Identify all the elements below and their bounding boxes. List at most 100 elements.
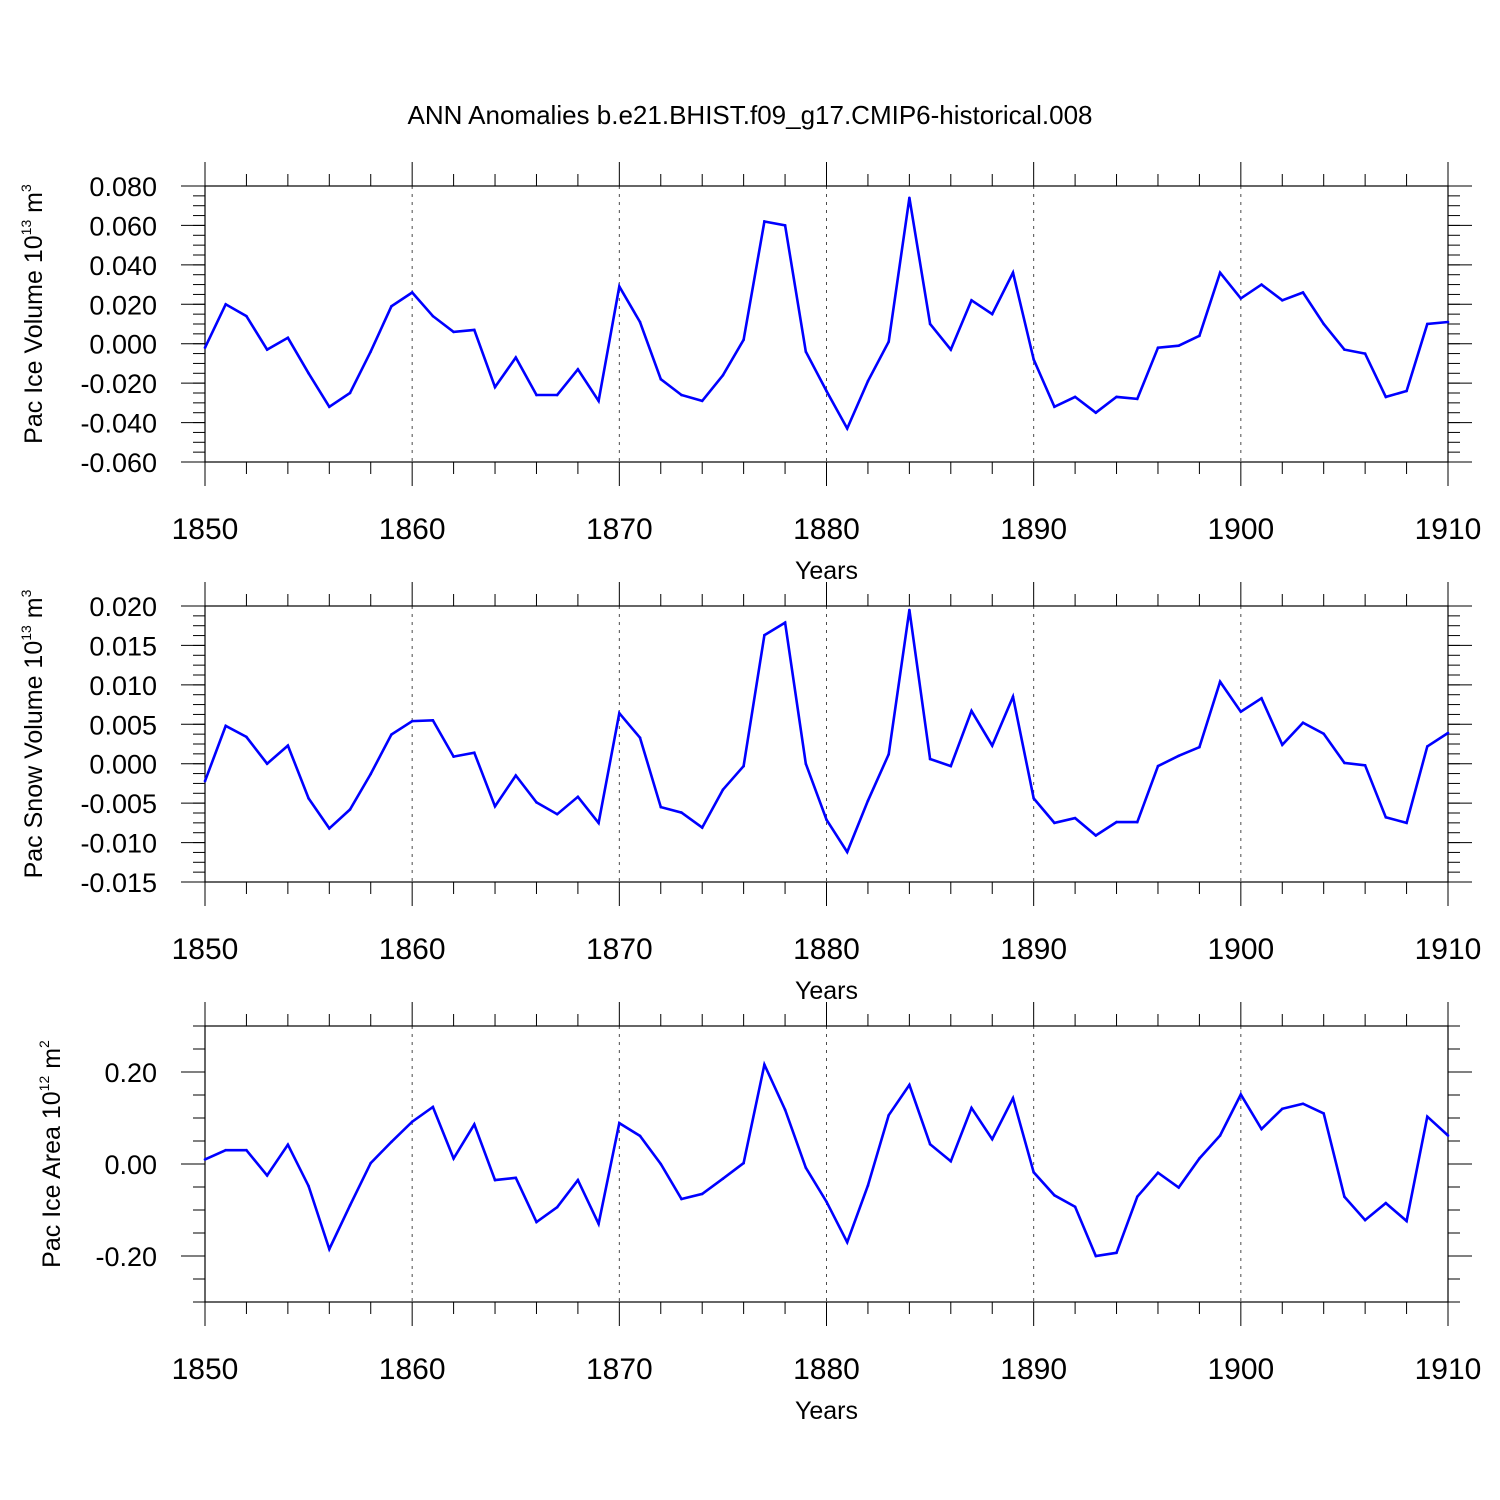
data-point	[1156, 346, 1160, 349]
data-point	[1260, 283, 1263, 286]
data-point	[1384, 816, 1388, 819]
data-point	[473, 328, 476, 332]
data-point	[1198, 1157, 1201, 1160]
data-point	[224, 1148, 228, 1152]
data-point	[1280, 299, 1284, 302]
data-point	[348, 808, 352, 811]
y-axis-label: Pac Ice Area 1012 m2	[36, 1040, 66, 1268]
data-point	[1260, 1127, 1263, 1131]
data-point	[949, 1159, 953, 1163]
y-tick-label: 0.040	[89, 251, 157, 281]
chart-title: ANN Anomalies b.e21.BHIST.f09_g17.CMIP6-…	[407, 100, 1092, 130]
data-point	[514, 1176, 518, 1180]
data-point	[763, 220, 766, 223]
data-point	[245, 1148, 248, 1152]
y-tick-label: -0.040	[80, 409, 157, 439]
data-point	[535, 1220, 538, 1224]
y-tick-label: -0.20	[95, 1242, 157, 1272]
data-point	[493, 385, 497, 389]
y-axis-label: Pac Ice Volume 1013 m3	[18, 184, 48, 444]
chart-panel-2: 1850 1860 1870 1880 1890 1900 1910 Years 0.020 0.…	[18, 582, 1481, 1005]
data-point	[1218, 1134, 1222, 1137]
data-point	[514, 774, 518, 777]
data-point	[597, 821, 600, 825]
y-axis-label-text: Pac Snow Volume 10	[20, 641, 48, 879]
data-point	[908, 1083, 911, 1087]
x-tick-label: 1910	[1415, 933, 1482, 966]
data-point	[452, 1157, 455, 1160]
data-point	[1032, 358, 1035, 361]
data-point	[473, 1123, 476, 1126]
data-point	[555, 393, 559, 397]
y-tick-label: -0.010	[80, 829, 157, 859]
data-point	[1198, 334, 1201, 338]
data-point	[307, 371, 310, 375]
data-point	[1343, 348, 1346, 351]
data-point	[825, 818, 828, 822]
data-point	[1135, 397, 1139, 401]
x-tick-label: 1880	[793, 933, 860, 966]
y-axis-label-unit-exponent: 2	[36, 1040, 52, 1048]
data-point	[742, 338, 745, 342]
data-point	[1405, 1219, 1408, 1223]
data-point	[369, 772, 373, 776]
data-point	[576, 368, 580, 371]
data-point	[1301, 291, 1305, 294]
data-point	[618, 285, 621, 288]
data-point	[700, 826, 704, 829]
x-tick-label: 1860	[379, 1353, 446, 1386]
data-point	[431, 314, 435, 318]
data-point	[1218, 271, 1222, 275]
data-point	[742, 764, 745, 768]
data-point	[1384, 395, 1388, 399]
data-point	[1011, 271, 1015, 275]
data-point	[659, 1162, 663, 1166]
data-point	[845, 1240, 849, 1244]
data-point	[1343, 761, 1346, 765]
x-tick-label: 1900	[1207, 933, 1274, 966]
data-point	[1177, 754, 1180, 758]
y-tick-label: 0.020	[89, 290, 157, 320]
data-point	[680, 1197, 683, 1201]
data-point	[866, 1184, 870, 1187]
data-point	[286, 1143, 290, 1146]
data-point	[1280, 743, 1284, 747]
data-point	[680, 811, 683, 814]
data-point	[597, 1222, 600, 1226]
data-point	[887, 752, 890, 756]
data-point	[265, 1174, 269, 1177]
data-point	[1115, 820, 1118, 824]
data-point	[1322, 732, 1325, 736]
data-point	[1239, 297, 1243, 300]
data-point	[1177, 1186, 1180, 1189]
data-point	[1073, 816, 1077, 820]
data-point	[887, 1113, 890, 1117]
data-point	[1073, 1205, 1077, 1209]
data-point	[1011, 695, 1015, 698]
data-point	[970, 1106, 973, 1110]
x-tick-label: 1880	[793, 1353, 860, 1386]
y-axis-label-unit-exponent: 3	[18, 589, 34, 597]
data-point	[990, 312, 994, 316]
y-tick-label: 0.060	[89, 211, 157, 241]
y-tick-label: 0.010	[89, 671, 157, 701]
y-tick-label: 0.000	[89, 750, 157, 780]
data-point	[473, 751, 476, 754]
data-point	[1011, 1096, 1015, 1100]
data-point	[763, 633, 766, 637]
y-tick-label: 0.00	[104, 1150, 157, 1180]
x-tick-label: 1880	[793, 513, 860, 546]
data-point	[804, 350, 808, 353]
data-point	[514, 356, 518, 359]
data-point	[265, 762, 269, 766]
chart-panels: 1850 1860 1870 1880 1890 1900 1910 Years 0.080 0.…	[18, 162, 1481, 1425]
data-point	[659, 805, 663, 809]
x-tick-label: 1860	[379, 513, 446, 546]
data-point	[1094, 411, 1098, 415]
data-point	[348, 1204, 352, 1207]
data-point	[1446, 1134, 1450, 1137]
data-point	[1384, 1201, 1388, 1205]
data-point	[1073, 395, 1077, 399]
data-point	[1301, 721, 1305, 725]
